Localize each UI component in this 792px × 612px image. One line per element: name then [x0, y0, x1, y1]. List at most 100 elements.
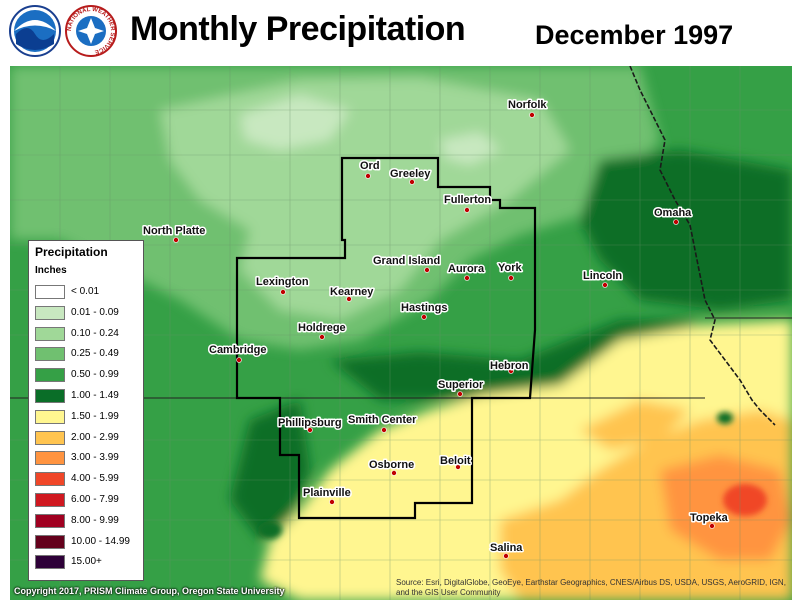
city-topeka: Topeka Topeka: [689, 511, 730, 529]
city-dot-icon: [381, 427, 387, 433]
city-dot-icon: [280, 289, 286, 295]
city-dot-icon: [319, 334, 325, 340]
legend-label: 1.50 - 1.99: [71, 410, 119, 422]
city-label-halo: Superior: [438, 379, 484, 391]
city-label-halo: Fullerton: [444, 194, 491, 206]
city-label-halo: Ord: [360, 160, 380, 172]
precip-band-100b: [330, 320, 700, 400]
city-dot-icon: [464, 275, 470, 281]
legend-swatch: [35, 368, 65, 383]
county-lines: [10, 66, 792, 600]
city-dot-icon: [307, 427, 313, 433]
city-label: Plainville: [303, 487, 351, 499]
city-label: Fullerton: [444, 194, 491, 206]
city-label: Hebron: [490, 360, 529, 372]
legend-item: 6.00 - 7.99: [35, 493, 143, 509]
city-osborne: Osborne Osborne: [368, 458, 416, 476]
legend-label: 0.01 - 0.09: [71, 306, 119, 318]
city-label: Holdrege: [298, 322, 346, 334]
city-label-halo: Smith Center: [348, 414, 417, 426]
city-label: Topeka: [690, 512, 729, 524]
legend-swatch: [35, 326, 65, 341]
city-label: Salina: [490, 542, 523, 554]
city-label-halo: Plainville: [303, 487, 351, 499]
legend-item: 15.00+: [35, 555, 143, 571]
legend-label: 2.00 - 2.99: [71, 431, 119, 443]
city-dot-icon: [464, 207, 470, 213]
city-label: Kearney: [330, 286, 374, 298]
city-dot-icon: [346, 296, 352, 302]
legend-swatch: [35, 305, 65, 320]
city-label-halo: Cambridge: [209, 344, 266, 356]
legend-item: 4.00 - 5.99: [35, 472, 143, 488]
city-dot-icon: [173, 237, 179, 243]
precip-band-400: [723, 484, 767, 516]
copyright-text: Copyright 2017, PRISM Climate Group, Ore…: [14, 586, 285, 596]
city-hastings: Hastings Hastings: [400, 301, 449, 320]
legend-label: 6.00 - 7.99: [71, 494, 119, 505]
city-label: Greeley: [390, 168, 431, 180]
city-holdrege: Holdrege Holdrege: [297, 321, 347, 340]
legend-swatch: [35, 409, 65, 424]
legend-item: 3.00 - 3.99: [35, 451, 143, 467]
city-dot-icon: [673, 219, 679, 225]
nws-logo: NATIONAL WEATHER SERVICE: [65, 5, 117, 57]
legend-label: 0.10 - 0.24: [71, 327, 119, 339]
city-label-halo: Norfolk: [508, 99, 547, 111]
legend-swatch: [35, 389, 65, 403]
city-dot-icon: [409, 179, 415, 185]
city-dot-icon: [329, 499, 335, 505]
city-dot-icon: [365, 173, 371, 179]
city-label: Lincoln: [583, 270, 622, 282]
city-label-halo: Holdrege: [298, 322, 346, 334]
city-dot-icon: [421, 314, 427, 320]
city-label: Hastings: [401, 302, 447, 314]
legend-label: 4.00 - 5.99: [71, 473, 119, 485]
city-label-halo: Salina: [490, 542, 523, 554]
city-label-halo: Topeka: [690, 512, 729, 524]
city-fullerton: Fullerton Fullerton: [443, 193, 493, 213]
legend-item: 2.00 - 2.99: [35, 430, 143, 447]
city-lexington: Lexington Lexington: [255, 275, 310, 295]
legend-swatch: [35, 534, 65, 549]
city-label: Lexington: [256, 276, 309, 288]
city-north-platte: North Platte North Platte: [142, 224, 207, 243]
city-plainville: Plainville Plainville: [302, 486, 352, 505]
city-dot-icon: [508, 275, 514, 281]
city-kearney: Kearney Kearney: [329, 285, 376, 302]
legend-item: 1.50 - 1.99: [35, 409, 143, 426]
city-label: Ord: [360, 160, 380, 172]
precip-band-200b: [580, 400, 690, 450]
city-salina: Salina Salina: [489, 541, 525, 559]
legend-item: 10.00 - 14.99: [35, 534, 143, 551]
legend-label: 1.00 - 1.49: [71, 390, 119, 401]
city-cambridge: Cambridge Cambridge: [208, 343, 268, 363]
city-dot-icon: [391, 470, 397, 476]
city-label: Beloit: [440, 455, 471, 467]
city-smith-center: Smith Center Smith Center: [347, 413, 419, 433]
precip-band-001b: [440, 132, 500, 165]
city-beloit: Beloit Beloit: [439, 454, 472, 470]
city-label-halo: Omaha: [654, 207, 692, 219]
city-dot-icon: [529, 112, 535, 118]
city-label-halo: Osborne: [369, 459, 414, 471]
legend-swatch: [35, 430, 65, 445]
legend-label: 10.00 - 14.99: [71, 535, 130, 547]
legend-swatch: [35, 451, 65, 466]
legend-swatch: [35, 493, 65, 507]
city-superior: Superior Superior: [437, 378, 485, 397]
legend-item: 0.25 - 0.49: [35, 347, 143, 363]
precip-band-100: [580, 150, 792, 310]
city-label: Osborne: [369, 459, 414, 471]
city-label: Superior: [438, 379, 484, 391]
city-dot-icon: [424, 267, 430, 273]
city-label-halo: Lexington: [256, 276, 309, 288]
city-label-halo: Beloit: [440, 455, 471, 467]
legend-item: 0.10 - 0.24: [35, 326, 143, 343]
legend-label: 0.50 - 0.99: [71, 369, 119, 381]
city-phillipsburg: Phillipsburg Phillipsburg: [277, 416, 343, 433]
city-norfolk: Norfolk Norfolk: [507, 98, 549, 118]
city-label-halo: Hebron: [490, 360, 529, 372]
city-label: North Platte: [143, 225, 205, 237]
city-dot-icon: [508, 368, 514, 374]
